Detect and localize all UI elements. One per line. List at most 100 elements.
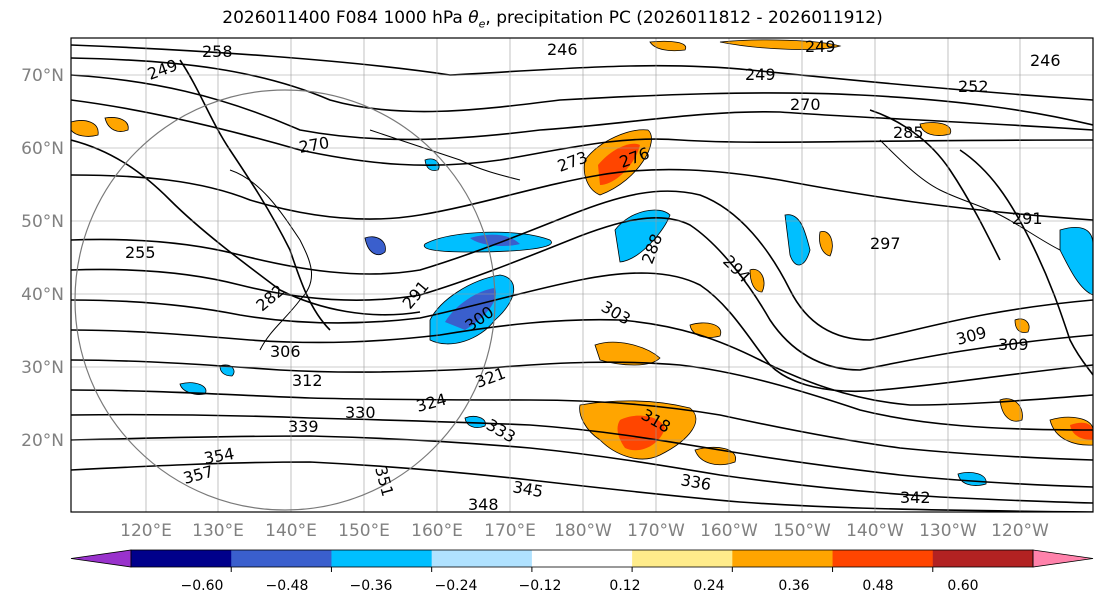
- colorbar-tick-label: −0.60: [181, 578, 224, 594]
- precip-area-positive: [104, 117, 129, 132]
- longitude-label: 170°W: [627, 521, 685, 541]
- contour-line: [71, 139, 421, 316]
- contour-line: [71, 44, 1093, 101]
- title-prefix: 2026011400 F084 1000 hPa: [222, 8, 469, 28]
- precip-area-positive: [598, 143, 640, 185]
- contour-label: 285: [893, 123, 924, 142]
- colorbar-tick-label: −0.24: [435, 578, 478, 594]
- longitude-label: 120°W: [991, 521, 1049, 541]
- latitude-label: 60°N: [21, 139, 64, 159]
- precip-area-positive: [617, 415, 665, 451]
- contour-line: [179, 59, 331, 331]
- colorbar-extend-high: [1032, 549, 1094, 568]
- precip-shading: [71, 39, 1093, 486]
- precip-area-negative: [464, 416, 486, 428]
- precip-area-positive: [1014, 318, 1030, 333]
- map-title: 2026011400 F084 1000 hPa θe, precipitati…: [0, 8, 1105, 30]
- longitude-label: 130°W: [919, 521, 977, 541]
- precip-area-positive: [749, 268, 765, 293]
- precip-area-positive: [719, 39, 842, 50]
- coastlines: [229, 129, 1061, 351]
- colorbar-tick-label: −0.48: [266, 578, 309, 594]
- longitude-label: 170°E: [484, 521, 536, 541]
- contour-label: 306: [270, 342, 301, 361]
- precip-area-positive: [919, 122, 952, 136]
- colorbar-segment: [531, 550, 633, 567]
- contour-line: [71, 435, 1093, 504]
- contour-line: [71, 190, 1093, 341]
- colorbar-tick-label: 0.60: [947, 578, 978, 594]
- title-theta-subscript: e: [478, 17, 486, 31]
- colorbar-tick-label: −0.12: [519, 578, 562, 594]
- contour-label: 312: [292, 371, 323, 390]
- map-panel: [71, 38, 1093, 512]
- colorbar-tick-label: −0.36: [350, 578, 393, 594]
- title-theta: θ: [468, 8, 479, 28]
- longitude-label: 130°E: [192, 521, 244, 541]
- longitude-label: 180°W: [554, 521, 612, 541]
- contour-label: 246: [1030, 51, 1061, 70]
- colorbar-segment: [832, 550, 934, 567]
- colorbar-tick-label: 0.48: [862, 578, 893, 594]
- title-suffix: , precipitation PC (2026011812 - 2026011…: [485, 8, 883, 28]
- contour-label: 258: [202, 42, 233, 61]
- longitude-label: 150°W: [773, 521, 831, 541]
- colorbar-segment: [231, 550, 332, 567]
- contour-label: 255: [125, 243, 156, 262]
- precip-area-negative: [445, 288, 496, 330]
- contour-label: 252: [958, 77, 989, 96]
- latitude-label: 30°N: [21, 358, 64, 378]
- contour-label: 249: [805, 37, 836, 56]
- precip-area-positive: [999, 398, 1023, 422]
- contour-line: [71, 74, 1093, 141]
- precip-area-positive: [71, 120, 99, 137]
- precip-area-negative: [784, 214, 811, 266]
- precip-area-positive: [1070, 422, 1093, 440]
- coastline: [229, 169, 313, 351]
- colorbar-extend-low: [70, 549, 132, 568]
- precip-area-negative: [470, 234, 520, 246]
- map-content: 258 249 246 249 249 246 252 270 270 285 …: [71, 37, 1093, 514]
- longitude-axis: 120°E 130°E 140°E 150°E 160°E 170°E 180°…: [120, 521, 1049, 541]
- contour-label: 339: [288, 417, 319, 436]
- colorbar-tick-label: 0.24: [693, 578, 724, 594]
- longitude-label: 160°W: [700, 521, 758, 541]
- contour-line: [71, 99, 1093, 166]
- contour-line: [71, 389, 1093, 461]
- colorbar-segment: [932, 550, 1034, 567]
- precip-area-positive: [649, 40, 687, 52]
- colorbar-segment: [131, 550, 232, 567]
- latitude-label: 20°N: [21, 431, 64, 451]
- map-frame: [70, 37, 1094, 513]
- contour-label: 297: [870, 234, 901, 253]
- contour-line: [71, 57, 1093, 126]
- precip-area-negative: [364, 236, 386, 255]
- contour-line: [71, 168, 1093, 221]
- coastline: [369, 129, 521, 181]
- coastline: [879, 139, 1061, 251]
- contour-line: [71, 318, 1093, 406]
- longitude-label: 160°E: [411, 521, 463, 541]
- contour-label: 348: [468, 495, 499, 514]
- contour-line: [869, 109, 1001, 261]
- colorbar-segment: [431, 550, 533, 567]
- colorbar-tick-label: 0.36: [778, 578, 809, 594]
- latitude-label: 50°N: [21, 212, 64, 232]
- precip-area-positive: [819, 230, 833, 257]
- latitude-label: 40°N: [21, 285, 64, 305]
- contour-line: [71, 461, 1093, 512]
- colorbar-tick-label: 0.12: [609, 578, 640, 594]
- contour-label: 330: [345, 403, 376, 422]
- contour-label: 291: [1012, 209, 1043, 228]
- latitude-label: 70°N: [21, 66, 64, 86]
- contour-line: [71, 272, 1093, 393]
- colorbar-segment: [732, 550, 834, 567]
- contour-line: [71, 413, 1093, 488]
- longitude-label: 120°E: [120, 521, 172, 541]
- longitude-label: 150°E: [338, 521, 390, 541]
- precip-area-negative: [219, 364, 235, 377]
- precip-area-negative: [1059, 227, 1093, 296]
- colorbar-ticks: −0.60 −0.48 −0.36 −0.24 −0.12 0.12 0.24 …: [181, 578, 979, 594]
- contour-label: 309: [998, 335, 1029, 354]
